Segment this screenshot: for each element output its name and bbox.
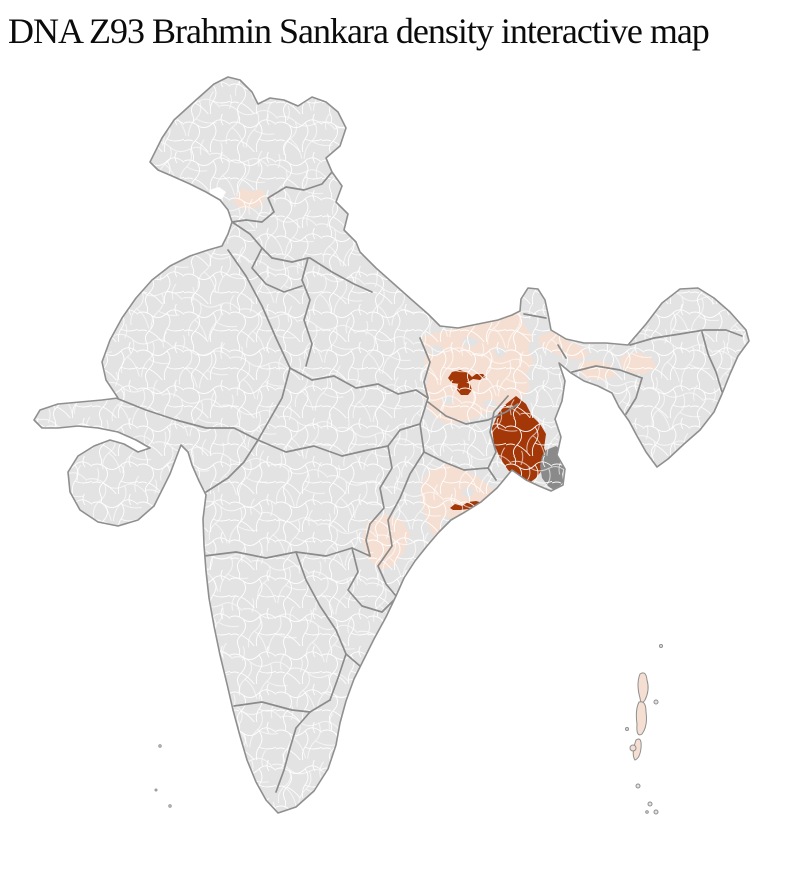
island[interactable] bbox=[653, 699, 659, 705]
island[interactable] bbox=[168, 804, 172, 808]
page-title: DNA Z93 Brahmin Sankara density interact… bbox=[8, 11, 710, 51]
island-south-andaman[interactable] bbox=[632, 738, 642, 761]
andaman-nicobar-islands[interactable] bbox=[625, 644, 663, 815]
district-unshaded[interactable] bbox=[477, 512, 487, 520]
island[interactable] bbox=[625, 727, 629, 731]
island[interactable] bbox=[158, 744, 162, 748]
island-nicobar[interactable] bbox=[653, 809, 659, 815]
island-little-andaman[interactable] bbox=[629, 744, 637, 752]
island-north-andaman[interactable] bbox=[637, 672, 649, 704]
lakshadweep-islands[interactable] bbox=[154, 744, 172, 808]
island-nicobar[interactable] bbox=[635, 783, 641, 789]
state-boundaries bbox=[115, 171, 743, 793]
island-middle-andaman[interactable] bbox=[635, 701, 647, 736]
island-nicobar[interactable] bbox=[645, 810, 649, 814]
island[interactable] bbox=[154, 788, 158, 792]
island-nicobar[interactable] bbox=[647, 801, 653, 807]
island[interactable] bbox=[659, 644, 663, 648]
